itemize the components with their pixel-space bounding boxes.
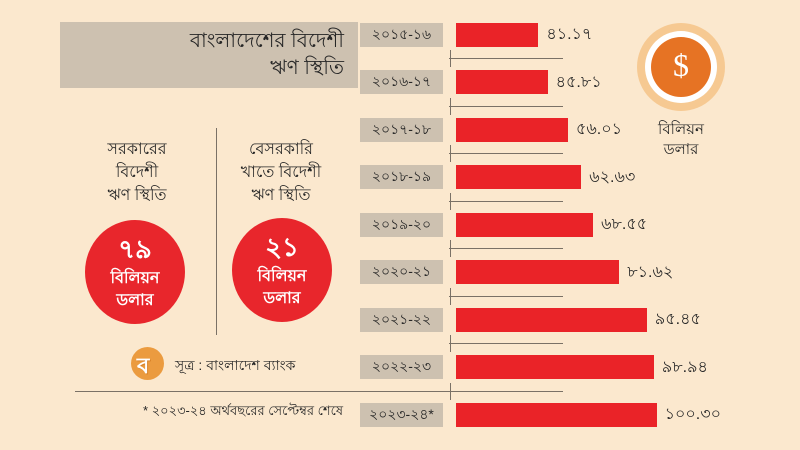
svg-text:$: $	[673, 50, 689, 83]
